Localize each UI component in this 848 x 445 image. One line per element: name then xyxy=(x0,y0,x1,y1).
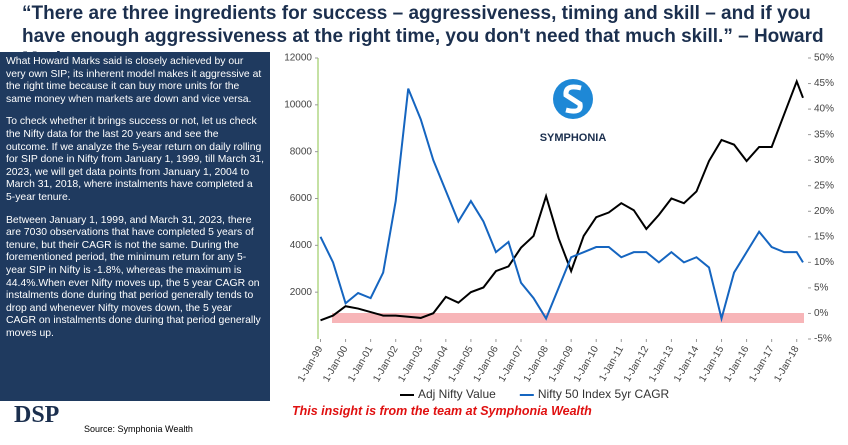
chart: SYMPHONIA 2000 4000 6000 8000 10000 12000 -5% 0… xyxy=(284,53,834,402)
y2-tick-label: 50% xyxy=(814,53,834,64)
y-tick-label: 8000 xyxy=(290,146,313,157)
note: This insight is from the team at Symphon… xyxy=(292,404,592,418)
brand: DSP xyxy=(14,402,60,428)
left-panel: What Howard Marks said is closely achiev… xyxy=(0,52,270,401)
y2-tick-label: 25% xyxy=(814,180,834,191)
y-tick-label: 2000 xyxy=(290,287,313,298)
x-tick-label: 1-Jan-18 xyxy=(772,344,801,384)
legend-label: Nifty 50 Index 5yr CAGR xyxy=(538,387,670,401)
y2-tick-label: 45% xyxy=(814,78,834,89)
y2-tick-label: 10% xyxy=(814,257,834,268)
y-tick-label: 10000 xyxy=(284,99,312,110)
y-tick-label: 6000 xyxy=(290,193,313,204)
legend-label: Adj Nifty Value xyxy=(418,387,496,401)
y2-tick-label: 5% xyxy=(814,283,829,294)
y-tick-label: 12000 xyxy=(284,53,312,64)
y2-tick-label: -5% xyxy=(814,334,832,345)
y2-tick-label: 35% xyxy=(814,129,834,140)
logo: SYMPHONIA xyxy=(540,79,607,144)
logo-text: SYMPHONIA xyxy=(540,132,607,144)
y-tick-label: 4000 xyxy=(290,240,313,251)
y2-tick-label: 30% xyxy=(814,155,834,166)
highlight-band xyxy=(332,313,804,323)
series-line xyxy=(319,88,804,323)
paragraph: Between January 1, 1999, and March 31, 2… xyxy=(6,214,261,339)
y2-tick-label: 20% xyxy=(814,206,834,217)
y2-tick-label: 40% xyxy=(814,104,834,115)
y2-tick-label: 0% xyxy=(814,308,829,319)
source: Source: Symphonia Wealth xyxy=(84,424,193,434)
paragraph: What Howard Marks said is closely achiev… xyxy=(6,56,262,105)
paragraph: To check whether it brings success or no… xyxy=(6,116,264,203)
series-line xyxy=(320,78,804,322)
y2-tick-label: 15% xyxy=(814,231,834,242)
